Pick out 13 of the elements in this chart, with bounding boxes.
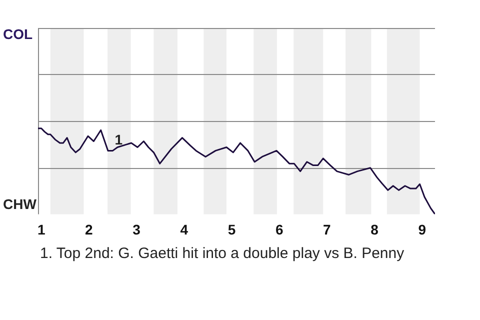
x-tick-label: 1	[37, 221, 46, 238]
x-tick-label: 2	[85, 221, 94, 238]
x-tick-label: 5	[228, 221, 236, 238]
x-tick-label: 4	[180, 221, 188, 238]
text: CHW	[3, 196, 38, 212]
x-tick-label: 7	[323, 221, 332, 238]
text: COL	[3, 26, 33, 42]
text: 1. Top 2nd: G. Gaetti hit into a double play vs B. Penny	[40, 245, 405, 262]
x-tick-label: 8	[370, 221, 379, 238]
x-tick-label: 9	[418, 221, 426, 238]
x-tick-label: 6	[275, 221, 284, 238]
x-tick-label: 3	[132, 221, 141, 238]
annotation: 1	[114, 132, 123, 148]
